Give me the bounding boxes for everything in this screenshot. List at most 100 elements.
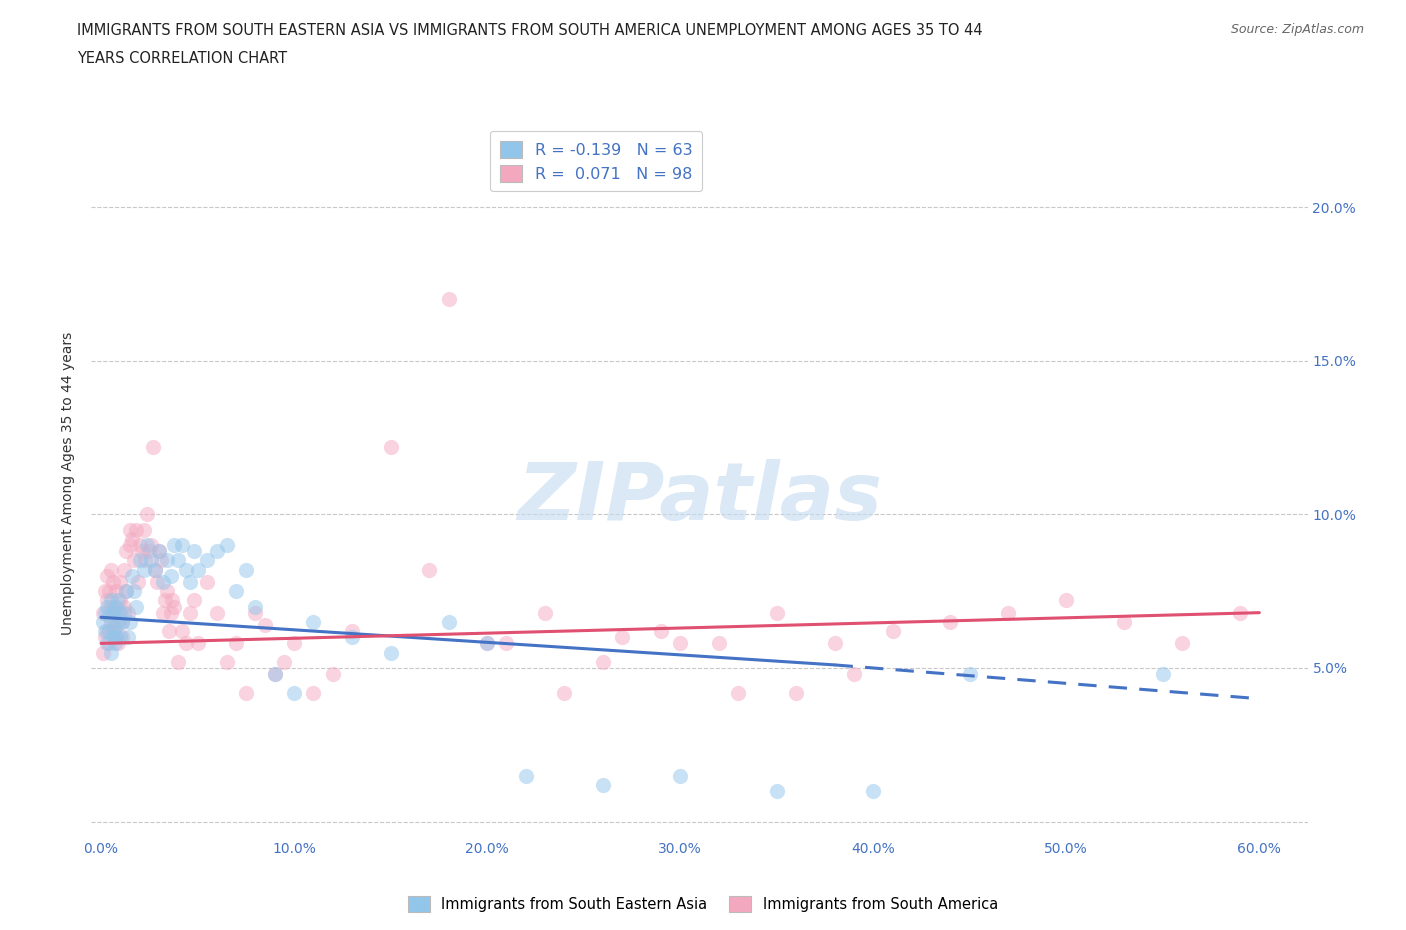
Point bbox=[128, 553, 150, 568]
Point bbox=[107, 605, 129, 620]
Point bbox=[959, 667, 981, 682]
Point bbox=[273, 655, 295, 670]
Point bbox=[163, 599, 186, 614]
Point bbox=[125, 599, 148, 614]
Point bbox=[153, 593, 176, 608]
Point bbox=[117, 630, 139, 644]
Point bbox=[110, 605, 132, 620]
Point bbox=[100, 599, 122, 614]
Point bbox=[100, 563, 122, 578]
Point bbox=[94, 605, 117, 620]
Point bbox=[283, 685, 305, 700]
Point bbox=[97, 636, 120, 651]
Point bbox=[136, 507, 159, 522]
Point bbox=[553, 685, 575, 700]
Point bbox=[97, 584, 120, 599]
Point bbox=[205, 605, 228, 620]
Point bbox=[148, 544, 170, 559]
Point bbox=[100, 593, 122, 608]
Point bbox=[105, 630, 128, 644]
Y-axis label: Unemployment Among Ages 35 to 44 years: Unemployment Among Ages 35 to 44 years bbox=[62, 332, 76, 635]
Point bbox=[245, 599, 267, 614]
Point bbox=[125, 523, 148, 538]
Point bbox=[91, 615, 114, 630]
Point bbox=[159, 605, 181, 620]
Point bbox=[134, 553, 156, 568]
Point bbox=[669, 636, 692, 651]
Point bbox=[121, 568, 143, 583]
Point bbox=[111, 615, 134, 630]
Point bbox=[187, 563, 209, 578]
Point bbox=[132, 563, 155, 578]
Point bbox=[235, 685, 257, 700]
Point bbox=[157, 624, 180, 639]
Point bbox=[103, 630, 125, 644]
Point bbox=[939, 615, 962, 630]
Point bbox=[141, 538, 163, 552]
Point bbox=[824, 636, 846, 651]
Point bbox=[225, 636, 247, 651]
Point bbox=[187, 636, 209, 651]
Point bbox=[437, 615, 460, 630]
Point bbox=[122, 584, 145, 599]
Point bbox=[143, 563, 166, 578]
Point bbox=[283, 636, 305, 651]
Point bbox=[302, 685, 325, 700]
Point bbox=[107, 636, 129, 651]
Point bbox=[592, 655, 614, 670]
Point bbox=[162, 593, 184, 608]
Point bbox=[101, 624, 124, 639]
Point bbox=[1152, 667, 1174, 682]
Point bbox=[91, 605, 114, 620]
Point bbox=[437, 292, 460, 307]
Point bbox=[131, 544, 153, 559]
Point bbox=[112, 563, 135, 578]
Point bbox=[195, 575, 218, 590]
Point bbox=[765, 783, 787, 798]
Point bbox=[172, 538, 194, 552]
Point bbox=[97, 624, 120, 639]
Point bbox=[110, 593, 132, 608]
Point bbox=[263, 667, 285, 682]
Point bbox=[111, 615, 134, 630]
Point bbox=[103, 636, 125, 651]
Point bbox=[1114, 615, 1136, 630]
Point bbox=[179, 575, 201, 590]
Point bbox=[163, 538, 186, 552]
Legend: Immigrants from South Eastern Asia, Immigrants from South America: Immigrants from South Eastern Asia, Immi… bbox=[402, 891, 1004, 918]
Text: ZIPatlas: ZIPatlas bbox=[517, 458, 882, 537]
Point bbox=[128, 538, 150, 552]
Point bbox=[152, 575, 174, 590]
Point bbox=[475, 636, 498, 651]
Point bbox=[302, 615, 325, 630]
Point bbox=[136, 538, 159, 552]
Point bbox=[97, 608, 120, 623]
Point bbox=[215, 538, 238, 552]
Point bbox=[882, 624, 904, 639]
Point bbox=[107, 593, 129, 608]
Point bbox=[149, 553, 172, 568]
Point bbox=[612, 630, 634, 644]
Point bbox=[115, 584, 138, 599]
Point bbox=[152, 605, 174, 620]
Point bbox=[112, 605, 135, 620]
Point bbox=[340, 630, 363, 644]
Point bbox=[418, 563, 440, 578]
Point bbox=[495, 636, 517, 651]
Point bbox=[1054, 593, 1077, 608]
Point bbox=[515, 768, 537, 783]
Point bbox=[112, 599, 135, 614]
Point bbox=[183, 544, 205, 559]
Point bbox=[143, 563, 166, 578]
Point bbox=[167, 655, 190, 670]
Point bbox=[592, 777, 614, 792]
Text: YEARS CORRELATION CHART: YEARS CORRELATION CHART bbox=[77, 51, 287, 66]
Point bbox=[785, 685, 807, 700]
Point bbox=[118, 538, 141, 552]
Point bbox=[380, 439, 402, 454]
Point bbox=[118, 523, 141, 538]
Point bbox=[172, 624, 194, 639]
Point bbox=[101, 575, 124, 590]
Point bbox=[225, 584, 247, 599]
Point bbox=[669, 768, 692, 783]
